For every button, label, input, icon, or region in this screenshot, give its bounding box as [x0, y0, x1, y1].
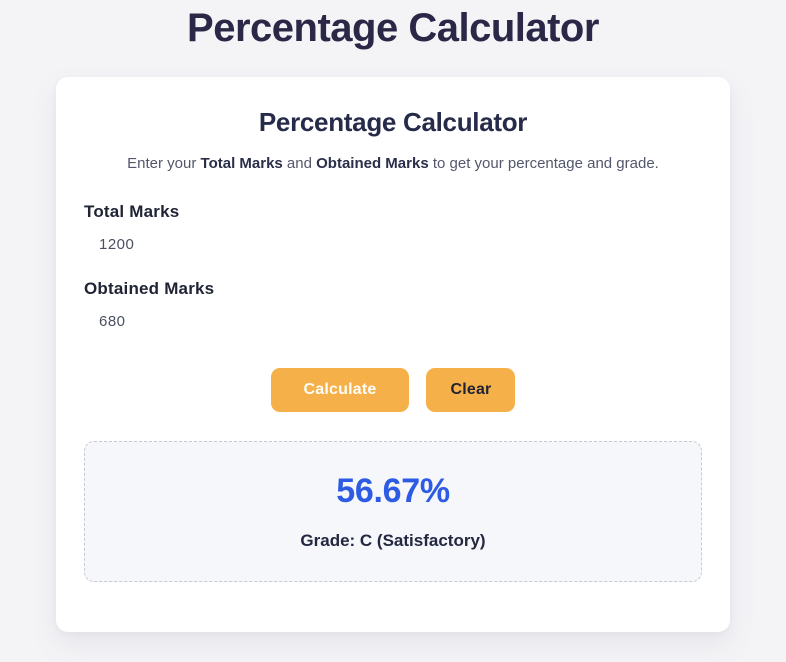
card-heading: Percentage Calculator: [258, 107, 528, 137]
button-row: Calculate Clear: [84, 368, 702, 412]
page-title: Percentage Calculator: [187, 6, 599, 50]
obtained-marks-label: Obtained Marks: [84, 279, 215, 298]
result-grade: Grade: C (Satisfactory): [300, 531, 486, 550]
calculate-button[interactable]: Calculate: [270, 368, 410, 412]
calculator-card: Percentage Calculator Enter your Total M…: [56, 77, 730, 632]
total-marks-label: Total Marks: [84, 202, 180, 221]
subtitle-suffix: to get your percentage and grade.: [428, 155, 659, 172]
subtitle-bold-total-marks: Total Marks: [200, 155, 283, 172]
total-marks-field-group: Total Marks: [84, 202, 702, 253]
result-percentage: 56.67%: [336, 472, 450, 510]
result-box: 56.67% Grade: C (Satisfactory): [84, 441, 702, 582]
total-marks-input[interactable]: [84, 236, 702, 253]
subtitle-bold-obtained-marks: Obtained Marks: [316, 155, 429, 172]
card-subtitle: Enter your Total Marks and Obtained Mark…: [84, 153, 702, 174]
clear-button[interactable]: Clear: [426, 368, 516, 412]
obtained-marks-field-group: Obtained Marks: [84, 279, 702, 330]
subtitle-middle: and: [282, 155, 317, 172]
subtitle-prefix: Enter your: [127, 155, 201, 172]
obtained-marks-input[interactable]: [84, 313, 702, 330]
